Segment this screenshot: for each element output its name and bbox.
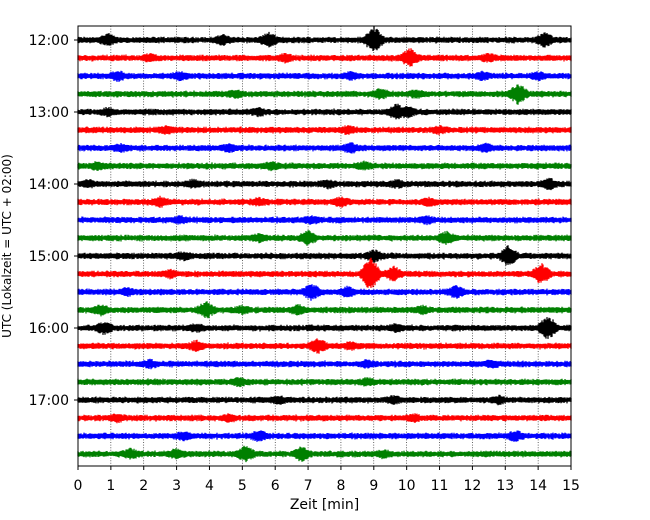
y-tick-label: 13:00 bbox=[29, 105, 69, 121]
x-tick-label: 3 bbox=[172, 478, 181, 494]
seismic-traces bbox=[77, 26, 572, 463]
x-tick-label: 7 bbox=[304, 478, 313, 494]
trace-12:45 bbox=[77, 84, 572, 105]
x-tick-label: 8 bbox=[336, 478, 345, 494]
x-tick-label: 6 bbox=[271, 478, 280, 494]
trace-13:15 bbox=[77, 125, 572, 136]
trace-13:00 bbox=[77, 103, 572, 120]
y-axis-label: UTC (Lokalzeit = UTC + 02:00) bbox=[0, 154, 14, 338]
x-tick-label: 5 bbox=[238, 478, 247, 494]
x-tick-label: 4 bbox=[205, 478, 214, 494]
trace-16:15 bbox=[77, 338, 572, 354]
trace-15:45 bbox=[77, 301, 572, 319]
trace-12:30 bbox=[77, 70, 572, 82]
x-tick-label: 13 bbox=[496, 478, 514, 494]
trace-15:15 bbox=[77, 257, 572, 288]
y-tick-label: 17:00 bbox=[29, 393, 69, 409]
y-tick-label: 12:00 bbox=[29, 33, 69, 49]
y-tick-label: 16:00 bbox=[29, 321, 69, 337]
y-axis-ticks: 12:00 13:00 14:00 15:00 16:00 17:00 bbox=[29, 33, 78, 409]
trace-16:00 bbox=[77, 317, 572, 339]
trace-12:15 bbox=[77, 48, 572, 67]
x-tick-label: 10 bbox=[398, 478, 416, 494]
trace-13:45 bbox=[77, 160, 572, 172]
y-tick-label: 15:00 bbox=[29, 249, 69, 265]
x-tick-label: 1 bbox=[106, 478, 115, 494]
trace-15:00 bbox=[77, 245, 572, 266]
trace-14:30 bbox=[77, 215, 572, 226]
x-gridlines bbox=[110, 26, 539, 466]
x-axis-label: Zeit [min] bbox=[290, 497, 359, 513]
x-tick-label: 9 bbox=[369, 478, 378, 494]
trace-17:15 bbox=[77, 413, 572, 424]
x-axis-ticks: 0 1 2 3 4 5 6 7 8 9 10 11 12 13 14 15 bbox=[74, 466, 580, 494]
trace-14:45 bbox=[77, 230, 572, 246]
trace-16:30 bbox=[77, 358, 572, 370]
y-tick-label: 14:00 bbox=[29, 177, 69, 193]
x-tick-label: 14 bbox=[529, 478, 547, 494]
trace-17:45 bbox=[77, 445, 572, 463]
trace-12:00 bbox=[77, 26, 572, 51]
x-tick-label: 2 bbox=[139, 478, 148, 494]
x-tick-label: 15 bbox=[562, 478, 580, 494]
trace-16:45 bbox=[77, 377, 572, 388]
trace-17:00 bbox=[77, 394, 572, 406]
x-tick-label: 11 bbox=[431, 478, 449, 494]
x-tick-label: 12 bbox=[463, 478, 481, 494]
trace-14:15 bbox=[77, 195, 572, 208]
trace-17:30 bbox=[77, 430, 572, 442]
trace-13:30 bbox=[77, 142, 572, 154]
trace-14:00 bbox=[77, 177, 572, 191]
plot-frame bbox=[77, 25, 572, 467]
x-tick-label: 0 bbox=[74, 478, 83, 494]
trace-15:30 bbox=[77, 284, 572, 301]
